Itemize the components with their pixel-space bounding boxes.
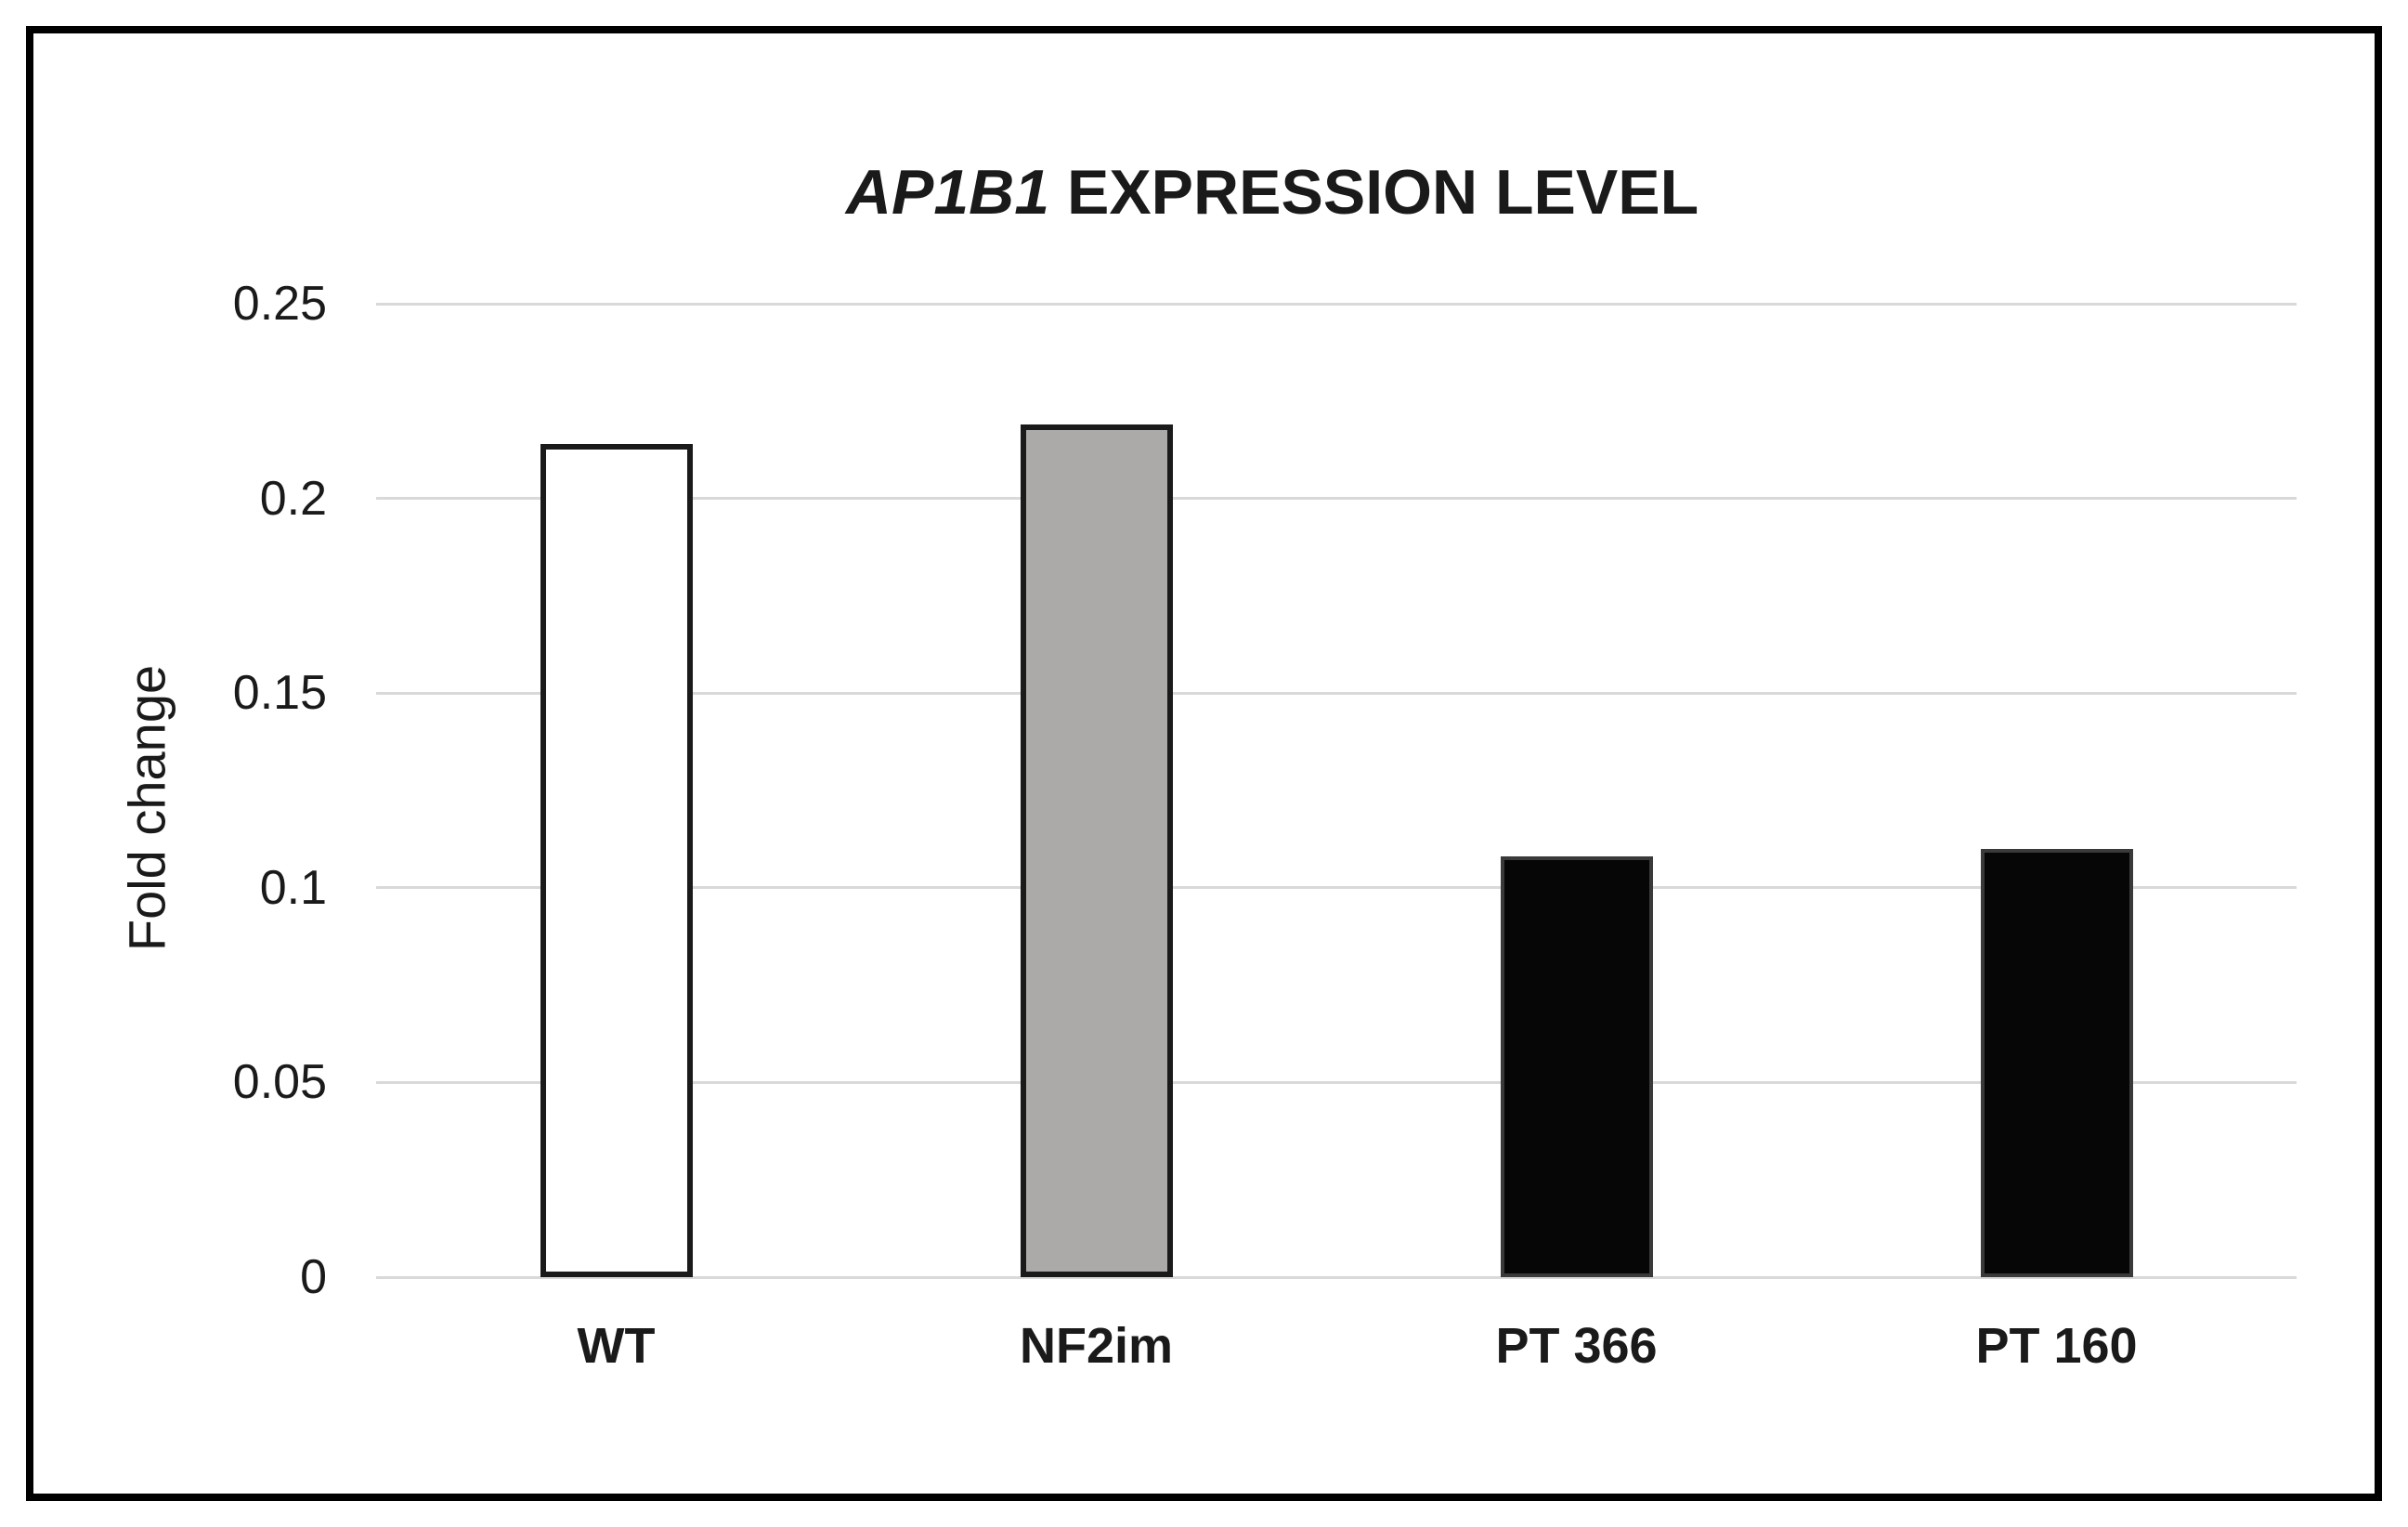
ytick-label-0.05: 0.05 xyxy=(232,1055,327,1110)
ytick-label-0: 0 xyxy=(300,1250,327,1304)
gridline-0.1 xyxy=(376,886,2297,890)
chart-title-suffix: EXPRESSION LEVEL xyxy=(1049,157,1699,228)
gridline-0.25 xyxy=(376,302,2297,306)
bar-nf2im xyxy=(1020,424,1173,1277)
xtick-label-wt: WT xyxy=(577,1318,656,1374)
gridline-0 xyxy=(376,1275,2297,1279)
bar-wt xyxy=(540,443,693,1277)
ytick-label-0.2: 0.2 xyxy=(259,471,327,526)
chart-title: AP1B1 EXPRESSION LEVEL xyxy=(846,156,1699,228)
bar-pt-366 xyxy=(1500,856,1653,1277)
xtick-label-pt-366: PT 366 xyxy=(1495,1318,1658,1374)
xtick-label-pt-160: PT 160 xyxy=(1975,1318,2138,1374)
ytick-label-0.15: 0.15 xyxy=(232,666,327,721)
plot-area xyxy=(376,302,2297,1279)
ytick-label-0.1: 0.1 xyxy=(259,860,327,915)
gridline-0.15 xyxy=(376,691,2297,695)
gridline-0.05 xyxy=(376,1080,2297,1084)
chart-title-gene: AP1B1 xyxy=(845,157,1050,228)
xtick-label-nf2im: NF2im xyxy=(1019,1318,1174,1374)
gridline-0.2 xyxy=(376,497,2297,501)
ytick-label-0.25: 0.25 xyxy=(232,277,327,331)
bar-pt-160 xyxy=(1980,848,2133,1277)
